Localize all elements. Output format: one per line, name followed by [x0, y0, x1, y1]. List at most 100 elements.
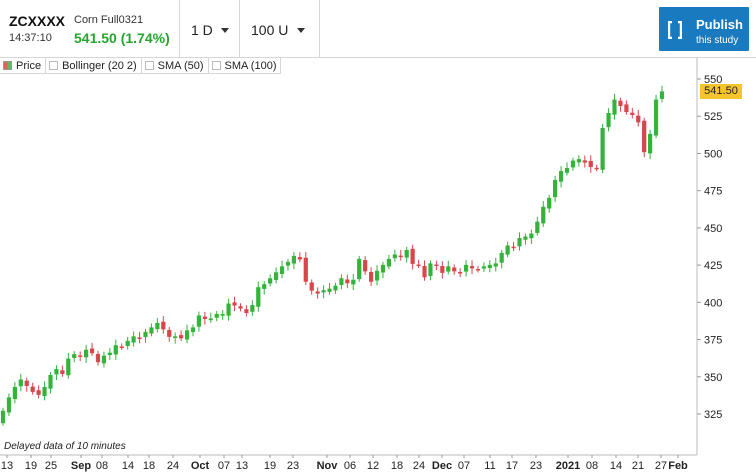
- candle-body: [6, 397, 12, 413]
- candle-body: [440, 266, 445, 273]
- candle-body: [404, 249, 409, 258]
- price-swatch-icon: [3, 61, 12, 70]
- publish-label: Publish: [696, 17, 743, 32]
- legend-sma50[interactable]: SMA (50): [141, 57, 209, 74]
- candle-body: [523, 236, 528, 240]
- legend-price[interactable]: Price: [0, 57, 47, 74]
- candle-body: [250, 305, 255, 312]
- candle-body: [345, 279, 350, 284]
- candle-body: [339, 278, 344, 286]
- candle-body: [137, 337, 142, 340]
- candle-body: [78, 355, 83, 357]
- x-tick-label: 08: [586, 460, 598, 472]
- candle-body: [173, 336, 178, 339]
- candle-body: [416, 264, 421, 267]
- legend-bollinger[interactable]: Bollinger (20 2): [46, 57, 142, 74]
- y-tick-label: 500: [704, 148, 722, 160]
- candle-body: [624, 104, 629, 113]
- y-tick-label: 375: [704, 335, 722, 347]
- chevron-down-icon: [221, 28, 229, 33]
- candle-body: [487, 264, 492, 269]
- x-tick-label: 06: [344, 460, 356, 472]
- legend-sma100[interactable]: SMA (100): [208, 57, 282, 74]
- candle-body: [262, 284, 267, 289]
- publish-sublabel: this study: [696, 35, 739, 46]
- legend-sma50-label: SMA (50): [157, 59, 204, 72]
- candle-body: [113, 345, 118, 355]
- candle-body: [155, 322, 160, 330]
- candle-body: [279, 266, 285, 274]
- candle-body: [66, 358, 71, 376]
- x-tick-label: 2021: [556, 460, 580, 472]
- candle-body: [588, 160, 593, 168]
- candle-body: [600, 127, 605, 170]
- symbol-box[interactable]: ZCXXXX Corn Full0321 14:37:10 541.50 (1.…: [0, 0, 180, 58]
- candle-body: [309, 282, 314, 291]
- x-tick-label: 18: [391, 460, 403, 472]
- candle-body: [89, 348, 95, 354]
- candle-body: [18, 379, 23, 387]
- candle-body: [125, 340, 130, 347]
- x-tick-label: 08: [96, 460, 108, 472]
- candle-body: [564, 168, 570, 173]
- x-tick-label: 07: [458, 460, 470, 472]
- candle-body: [327, 288, 332, 292]
- candle-body: [481, 266, 486, 269]
- price-change: 541.50 (1.74%): [74, 30, 170, 46]
- count-value: 100 U: [251, 22, 289, 38]
- candle-body: [274, 272, 279, 280]
- candle-body: [190, 327, 196, 333]
- legend-sma100-label: SMA (100): [224, 59, 277, 72]
- candle-body: [357, 258, 362, 280]
- candle-body: [434, 264, 439, 267]
- interval-dropdown[interactable]: 1 D: [180, 0, 240, 58]
- x-tick-label: Dec: [432, 460, 452, 472]
- candle-body: [458, 272, 463, 274]
- candle-body: [143, 331, 148, 338]
- candle-body: [535, 221, 540, 233]
- chart-toolbar: ZCXXXX Corn Full0321 14:37:10 541.50 (1.…: [0, 0, 756, 58]
- candle-body: [363, 260, 368, 272]
- candle-body: [208, 318, 213, 321]
- candle-body: [386, 258, 391, 267]
- candle-body: [612, 99, 617, 115]
- candle-body: [558, 171, 564, 182]
- candle-body: [95, 353, 101, 363]
- candle-body: [107, 352, 112, 355]
- y-tick-label: 425: [704, 260, 722, 272]
- candle-body: [131, 336, 136, 343]
- candle-body: [463, 264, 469, 272]
- x-tick-label: 13: [236, 460, 248, 472]
- candle-body: [517, 238, 522, 247]
- x-tick-label: 25: [45, 460, 57, 472]
- candle-body: [541, 206, 546, 224]
- x-tick-label: 14: [610, 460, 622, 472]
- candle-body: [648, 133, 653, 154]
- candle-body: [202, 316, 207, 319]
- candle-body: [618, 100, 623, 107]
- x-tick-label: 14: [122, 460, 134, 472]
- current-price-badge: 541.50: [700, 84, 742, 99]
- x-tick-label: 24: [413, 460, 425, 472]
- candle-body: [493, 263, 498, 267]
- candle-body: [54, 369, 59, 375]
- candle-body: [606, 112, 611, 128]
- candle-body: [161, 321, 166, 330]
- candle-body: [30, 386, 35, 392]
- candle-body: [149, 327, 154, 334]
- y-tick-label: 350: [704, 372, 722, 384]
- count-dropdown[interactable]: 100 U: [240, 0, 320, 58]
- study-legend: Price Bollinger (20 2) SMA (50) SMA (100…: [0, 57, 282, 74]
- candle-body: [226, 303, 231, 316]
- candle-body: [630, 112, 635, 115]
- y-tick-label: 400: [704, 297, 722, 309]
- candle-body: [321, 290, 326, 293]
- publish-button[interactable]: Publish this study: [659, 7, 749, 51]
- checkbox-icon: [211, 61, 221, 70]
- x-tick-label: 19: [264, 460, 276, 472]
- candle-body: [291, 255, 297, 264]
- y-tick-label: 550: [704, 74, 722, 86]
- candle-body: [505, 245, 510, 255]
- candle-body: [42, 386, 47, 397]
